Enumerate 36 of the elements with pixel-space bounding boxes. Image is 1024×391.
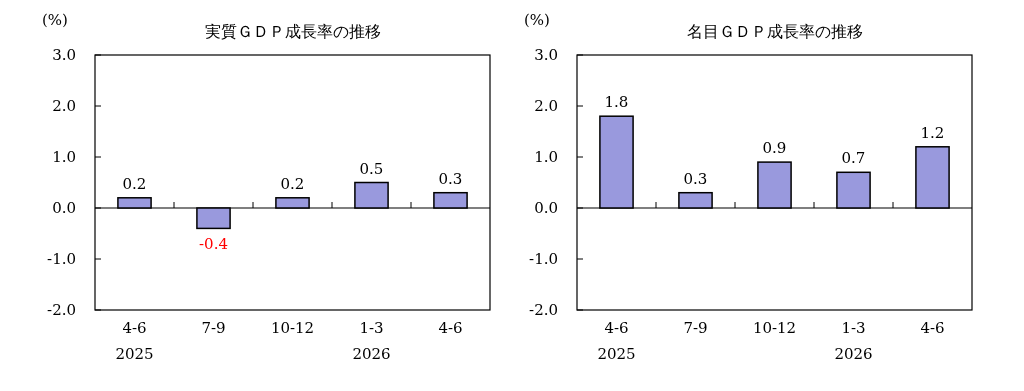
data-label: 0.3 [438, 169, 463, 188]
data-label: 0.7 [841, 149, 866, 168]
x-tick-label: 4-6 [920, 319, 945, 337]
chart-title: 名目ＧＤＰ成長率の推移 [686, 22, 863, 41]
y-tick-label: -1.0 [47, 250, 76, 268]
x-tick-label: 4-6 2025 [115, 319, 154, 363]
data-label: 1.8 [604, 93, 629, 112]
x-tick-label: 7-9 [201, 319, 226, 337]
data-label: 0.9 [762, 139, 787, 158]
data-label: 0.2 [122, 174, 147, 193]
data-label: 1.2 [920, 123, 945, 142]
x-tick-label: 4-6 2025 [597, 319, 636, 363]
y-tick-label: -1.0 [529, 250, 558, 268]
x-tick-label: 1-3 2026 [352, 319, 391, 363]
y-tick-label: 1.0 [52, 148, 76, 166]
y-tick-label: 3.0 [52, 46, 76, 64]
x-tick-label: 7-9 [683, 319, 708, 337]
y-axis-title: (%) [42, 11, 68, 29]
y-tick-label: 2.0 [52, 97, 76, 115]
x-tick-label: 10-12 [752, 319, 797, 337]
y-tick-label: 0.0 [534, 199, 558, 217]
data-label: 0.2 [280, 174, 305, 193]
data-label: 0.3 [683, 169, 708, 188]
y-tick-label: -2.0 [47, 301, 76, 319]
y-tick-label: 3.0 [534, 46, 558, 64]
chart-title: 実質ＧＤＰ成長率の推移 [204, 22, 381, 41]
data-label: 0.5 [359, 159, 384, 178]
y-tick-label: -2.0 [529, 301, 558, 319]
y-tick-label: 2.0 [534, 97, 558, 115]
y-axis-title: (%) [524, 11, 550, 29]
x-tick-label: 10-12 [270, 319, 315, 337]
x-tick-label: 1-3 2026 [834, 319, 873, 363]
y-tick-label: 1.0 [534, 148, 558, 166]
data-label: -0.4 [199, 235, 228, 254]
y-tick-label: 0.0 [52, 199, 76, 217]
x-tick-label: 4-6 [438, 319, 463, 337]
